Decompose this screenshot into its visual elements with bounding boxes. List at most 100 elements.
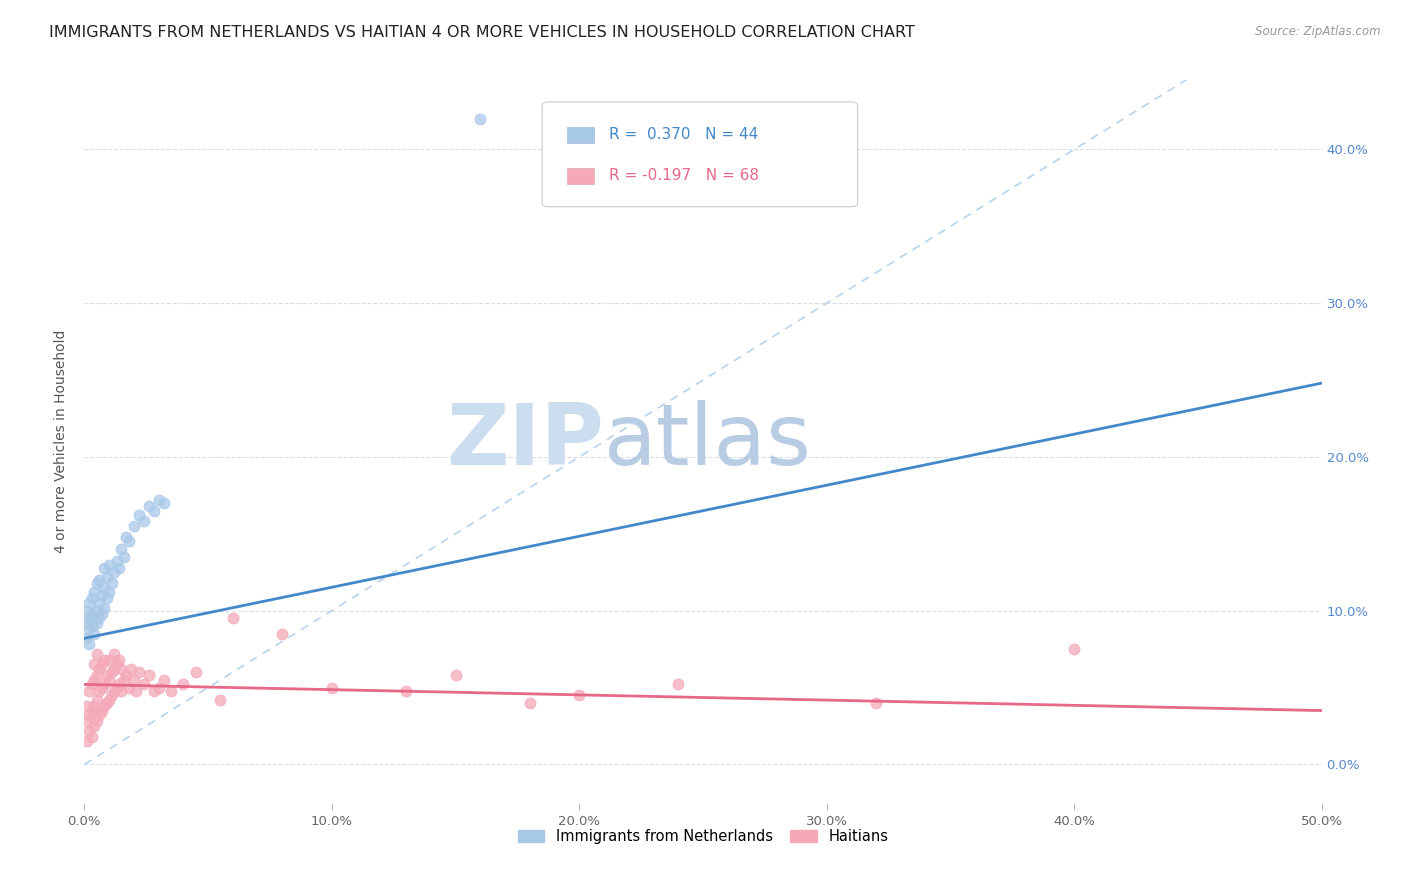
Point <box>96 591 118 606</box>
Point <box>105 681 128 695</box>
Point <box>138 668 160 682</box>
Point <box>120 662 142 676</box>
Point <box>79 708 101 723</box>
Point <box>89 611 111 625</box>
Point <box>83 673 105 687</box>
Point <box>79 637 101 651</box>
Text: R =  0.370   N = 44: R = 0.370 N = 44 <box>609 128 758 143</box>
Point <box>76 615 98 630</box>
Point <box>89 596 111 610</box>
Point <box>79 622 101 636</box>
Point <box>152 673 174 687</box>
Point <box>865 696 887 710</box>
Point <box>83 719 105 733</box>
Point <box>519 696 541 710</box>
Legend: Immigrants from Netherlands, Haitians: Immigrants from Netherlands, Haitians <box>512 823 894 850</box>
Point <box>152 496 174 510</box>
Point <box>321 681 343 695</box>
Point <box>83 698 105 713</box>
Point <box>98 673 121 687</box>
Y-axis label: 4 or more Vehicles in Household: 4 or more Vehicles in Household <box>55 330 69 553</box>
Point <box>89 683 111 698</box>
Point <box>93 677 115 691</box>
Point <box>76 734 98 748</box>
Point <box>79 596 101 610</box>
Point <box>160 683 183 698</box>
Point <box>80 704 103 718</box>
Point <box>110 683 132 698</box>
Point <box>222 611 245 625</box>
Point <box>122 673 145 687</box>
Point <box>103 662 125 676</box>
Point <box>86 693 108 707</box>
Point <box>93 581 115 595</box>
Point <box>76 604 98 618</box>
Point <box>80 591 103 606</box>
Point <box>444 668 467 682</box>
Point <box>112 549 135 564</box>
Point <box>83 626 105 640</box>
Text: atlas: atlas <box>605 400 813 483</box>
Point <box>105 657 128 672</box>
Point <box>148 492 170 507</box>
Point <box>1063 642 1085 657</box>
Point <box>86 647 108 661</box>
Point <box>100 688 122 702</box>
Point <box>93 653 115 667</box>
Point <box>86 714 108 729</box>
Point <box>128 508 150 523</box>
Point <box>118 681 141 695</box>
FancyBboxPatch shape <box>543 102 858 207</box>
Point <box>79 723 101 738</box>
Point <box>172 677 194 691</box>
Point <box>98 558 121 572</box>
Point <box>86 668 108 682</box>
Point <box>132 515 155 529</box>
Point <box>142 683 165 698</box>
Text: Source: ZipAtlas.com: Source: ZipAtlas.com <box>1256 25 1381 38</box>
Point <box>83 657 105 672</box>
Point <box>184 665 207 680</box>
Point <box>86 604 108 618</box>
Point <box>98 693 121 707</box>
Point <box>470 112 492 126</box>
Point <box>395 683 418 698</box>
Point <box>93 698 115 713</box>
Point <box>100 665 122 680</box>
Point <box>103 683 125 698</box>
Point <box>80 619 103 633</box>
Point <box>100 576 122 591</box>
Text: ZIP: ZIP <box>446 400 605 483</box>
Point <box>90 681 112 695</box>
Point <box>90 704 112 718</box>
Point <box>132 677 155 691</box>
Text: IMMIGRANTS FROM NETHERLANDS VS HAITIAN 4 OR MORE VEHICLES IN HOUSEHOLD CORRELATI: IMMIGRANTS FROM NETHERLANDS VS HAITIAN 4… <box>49 25 915 40</box>
Point <box>209 693 232 707</box>
Point <box>80 607 103 621</box>
Point <box>122 519 145 533</box>
Point <box>115 530 138 544</box>
Point <box>76 632 98 646</box>
Point <box>128 665 150 680</box>
Point <box>96 668 118 682</box>
Point <box>115 668 138 682</box>
Point <box>110 662 132 676</box>
Point <box>568 688 591 702</box>
Point <box>90 588 112 602</box>
Point <box>86 615 108 630</box>
Point <box>142 504 165 518</box>
Point <box>89 662 111 676</box>
Point <box>76 714 98 729</box>
Point <box>103 647 125 661</box>
Point <box>108 560 131 574</box>
Point <box>98 585 121 599</box>
Point <box>118 534 141 549</box>
Point <box>80 677 103 691</box>
Point <box>93 560 115 574</box>
FancyBboxPatch shape <box>567 168 595 184</box>
Point <box>125 683 148 698</box>
Point <box>666 677 689 691</box>
Point <box>89 573 111 587</box>
Point <box>93 600 115 615</box>
FancyBboxPatch shape <box>567 127 595 143</box>
